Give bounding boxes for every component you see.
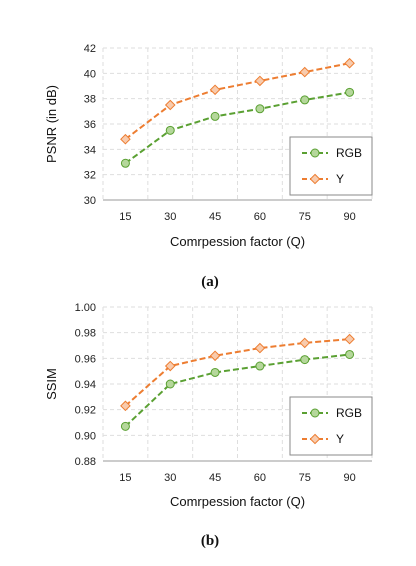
data-point — [164, 360, 176, 372]
y-tick-label: 0.92 — [75, 405, 96, 417]
data-point — [164, 99, 176, 111]
legend-box — [289, 136, 373, 196]
data-point — [210, 111, 220, 121]
y-tick-label: 38 — [84, 94, 96, 106]
figure-caption: (b) — [201, 533, 219, 549]
data-point — [165, 125, 175, 135]
y-tick-label: 30 — [84, 195, 96, 207]
chart-psnr: 30 32 34 36 38 40 42 15 30 45 60 75 90 Comrpession fa… — [44, 43, 373, 290]
legend-item: RGB — [302, 406, 362, 420]
series-rgb — [120, 87, 355, 168]
chart-ssim: 0.88 0.90 0.92 0.94 0.96 0.98 1.00 15 30 45 60 75 90… — [44, 302, 373, 549]
y-tick-label: 0.90 — [75, 430, 96, 442]
x-tick-label: 15 — [119, 472, 131, 484]
legend-item: Y — [302, 172, 344, 186]
x-tick-label: 60 — [254, 211, 266, 223]
data-point — [120, 400, 131, 412]
x-tick-label: 30 — [164, 472, 176, 484]
x-axis-label: Comrpession factor (Q) — [170, 234, 305, 249]
legend-swatch-marker — [310, 148, 320, 158]
y-tick-label: 42 — [84, 43, 96, 55]
data-point — [165, 379, 175, 389]
legend-swatch-marker — [310, 408, 320, 418]
gridlines — [102, 306, 373, 462]
data-point — [345, 349, 355, 359]
y-tick-label: 36 — [84, 119, 96, 131]
legend: RGB Y — [289, 136, 373, 196]
x-tick-label: 90 — [343, 472, 355, 484]
legend: RGB Y — [289, 396, 373, 456]
x-tick-label: 75 — [299, 211, 311, 223]
y-axis-label: SSIM — [44, 368, 59, 400]
data-point — [254, 75, 266, 87]
legend-swatch-marker — [309, 433, 321, 445]
series-line — [124, 338, 350, 407]
legend-label: RGB — [336, 406, 362, 420]
figure-caption: (a) — [201, 274, 219, 290]
data-point — [344, 333, 355, 345]
data-point — [300, 95, 310, 105]
y-tick-label: 1.00 — [75, 302, 96, 314]
legend-label: Y — [336, 172, 344, 186]
x-tick-label: 45 — [209, 472, 221, 484]
series-y — [120, 57, 355, 145]
data-point — [120, 158, 130, 168]
y-tick-label: 34 — [84, 144, 96, 156]
data-point — [255, 104, 265, 114]
data-point — [299, 337, 311, 349]
legend-item: RGB — [302, 146, 362, 160]
y-axis-label: PSNR (in dB) — [44, 85, 59, 163]
data-point — [120, 133, 131, 145]
data-point — [209, 350, 221, 362]
y-tick-label: 32 — [84, 170, 96, 182]
x-tick-label: 15 — [119, 211, 131, 223]
legend-label: Y — [336, 432, 344, 446]
y-tick-label: 0.88 — [75, 456, 96, 468]
legend-label: RGB — [336, 146, 362, 160]
x-axis-label: Comrpession factor (Q) — [170, 494, 305, 509]
y-tick-label: 0.96 — [75, 353, 96, 365]
x-tick-label: 75 — [299, 472, 311, 484]
x-tick-label: 90 — [343, 211, 355, 223]
data-point — [120, 421, 130, 431]
series-line — [124, 62, 350, 140]
x-tick-label: 60 — [254, 472, 266, 484]
legend-item: Y — [302, 432, 344, 446]
y-tick-label: 40 — [84, 68, 96, 80]
series-rgb — [120, 349, 355, 431]
x-tick-label: 30 — [164, 211, 176, 223]
data-point — [300, 355, 310, 365]
data-point — [344, 57, 355, 69]
legend-box — [289, 396, 373, 456]
series-line — [124, 353, 350, 428]
data-point — [299, 66, 311, 78]
legend-swatch-marker — [309, 173, 321, 185]
x-tick-label: 45 — [209, 211, 221, 223]
data-point — [255, 361, 265, 371]
y-tick-label: 0.94 — [75, 379, 96, 391]
series-y — [120, 333, 355, 412]
data-point — [345, 87, 355, 97]
data-point — [209, 84, 221, 96]
series-line — [124, 91, 350, 165]
y-tick-label: 0.98 — [75, 328, 96, 340]
data-point — [254, 342, 266, 354]
data-point — [210, 367, 220, 377]
